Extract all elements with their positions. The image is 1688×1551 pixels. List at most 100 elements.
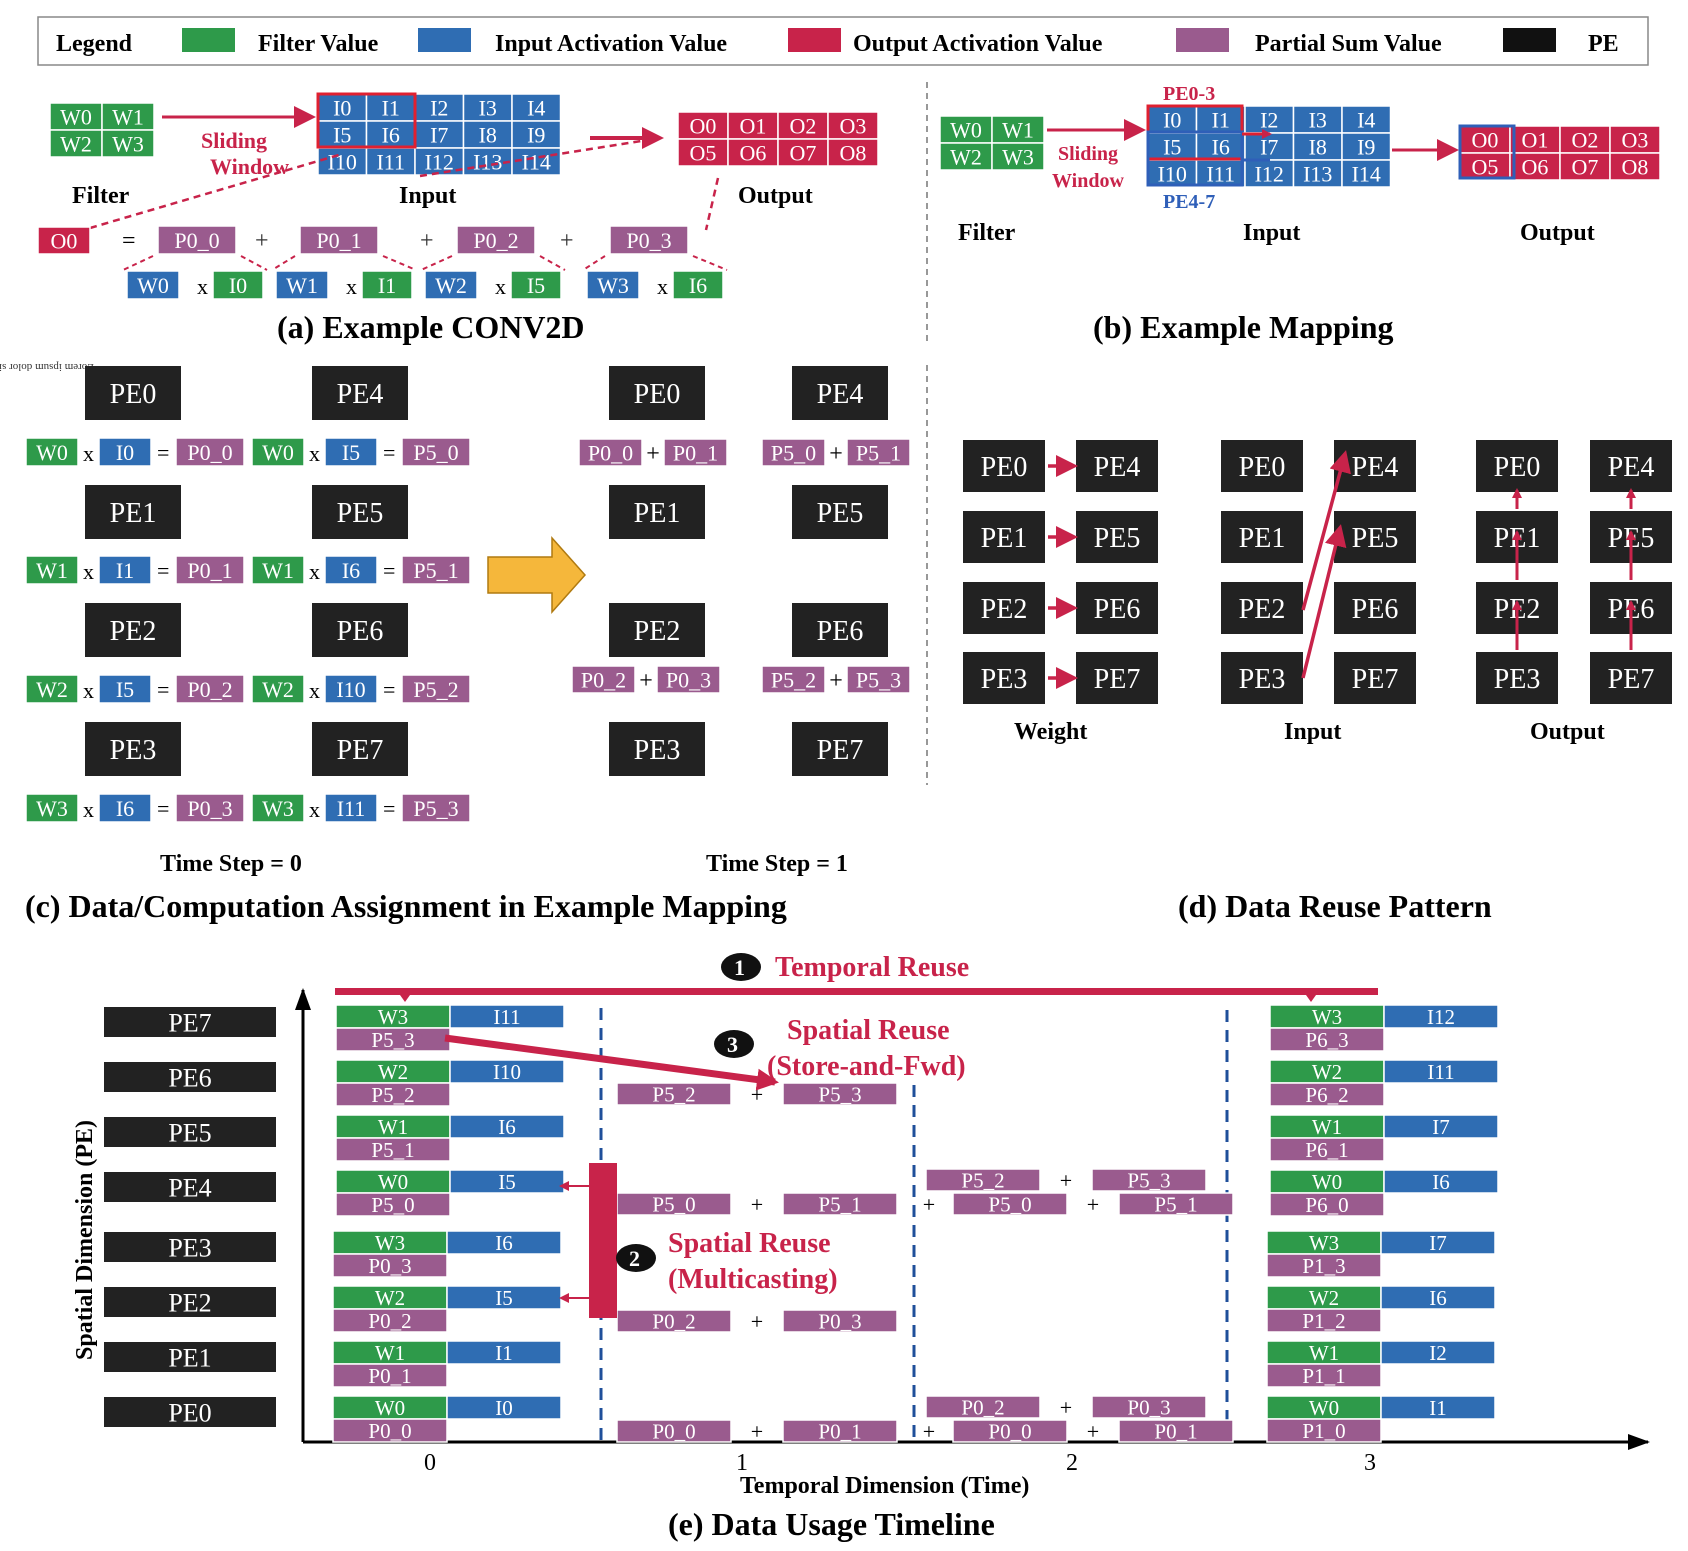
c-t0-pe-text: PE4	[337, 379, 384, 410]
c-t0-eq: =	[383, 677, 395, 702]
c-t1-sum-pe2-plus: +	[639, 668, 653, 694]
a-input-cell: I6	[365, 120, 416, 149]
a-output-grid: O0 O1 O2 O3 O5 O6 O7 O8	[677, 111, 879, 167]
e-t3-row-psum: P1_3	[1266, 1253, 1382, 1278]
panel-a-conv2d: W0 W1 W2 W3 I0 I1 I2 I3 I4 I5 I6 I7 I8 I9 I10 I11 I12 I1…	[37, 92, 879, 345]
e-t3-row-psum-text: P1_3	[1302, 1254, 1345, 1278]
e-t0-row-weight: W2	[335, 1059, 451, 1084]
d-g0-pe-text: PE1	[981, 523, 1028, 554]
e-t1-pe4-plus: +	[751, 1192, 763, 1217]
a-filter-cell: W2	[49, 129, 103, 158]
e-t2-pe0-bot-a-box	[952, 1419, 1068, 1443]
e-t2-pe4-top-b: P5_3	[1091, 1168, 1207, 1193]
e-badge-3	[714, 1030, 754, 1058]
e-t3-row-psum-text: P6_0	[1305, 1193, 1348, 1217]
a-eq-weight-text: W3	[597, 273, 629, 298]
c-t0-pe: PE7	[312, 722, 408, 776]
d-g0-pe-box	[963, 511, 1045, 563]
e-t0-row-psum-box	[332, 1363, 448, 1388]
e-t0-row-psum: P5_2	[335, 1082, 451, 1107]
e-t3-row-weight-text: W3	[1309, 1231, 1339, 1255]
e-spatial-label-2: Spatial Reuse	[668, 1228, 831, 1259]
c-t0-weight-box	[25, 674, 79, 704]
e-t3-row-psum-box	[1269, 1027, 1385, 1052]
c-content: PE0 PE1 PE2 PE3 W0 x I0 = P0_0 W1 x I1 = P0_1 W2 x I5 = P0…	[25, 366, 911, 823]
d-g1-pe-box	[1221, 582, 1303, 634]
e-t0-row-weight: W3	[332, 1230, 448, 1255]
a-eq-psum-box	[157, 225, 237, 255]
e-pe-label: PE0	[104, 1397, 276, 1427]
e-content: W3 I11 P5_3 W2 I10 P5_2 W1 I6 P5_1 W0 I5 P5_0 W3 I6 P0…	[332, 1004, 1499, 1444]
a-input-cell-text: I3	[479, 95, 497, 120]
d-g1-pe: PE6	[1334, 582, 1416, 634]
c-t0-weight-box	[25, 437, 79, 467]
a-input-label: Input	[399, 183, 456, 209]
c-t0-weight: W2	[25, 674, 79, 704]
e-t3-row-weight: W3	[1269, 1004, 1385, 1029]
a-filter-cell-text: W1	[112, 104, 144, 129]
c-t0-psum-box	[401, 793, 471, 823]
c-t0-psum-text: P0_0	[187, 440, 232, 465]
a-dash-left	[89, 152, 343, 230]
a-eq-plus: +	[255, 228, 269, 254]
a-eq-input-text: I0	[229, 273, 247, 298]
c-t1-pe-box	[609, 366, 705, 420]
e-pe-label-box	[104, 1062, 276, 1092]
d-g1-pe-text: PE1	[1239, 523, 1286, 554]
a-output-cell-text: O2	[790, 113, 817, 138]
c-t0-weight: W3	[25, 793, 79, 823]
e-pe-label-box	[104, 1397, 276, 1427]
e-t1-pe4-b-box	[782, 1192, 898, 1216]
a-eq-input: I6	[672, 270, 724, 300]
e-t3-row-psum: P6_2	[1269, 1082, 1385, 1107]
e-t0-row-psum: P0_0	[332, 1418, 448, 1443]
e-t0-row-weight-text: W1	[375, 1341, 405, 1365]
c-t0-pe-text: PE7	[337, 735, 384, 766]
e-t3-row-weight-text: W0	[1312, 1170, 1342, 1194]
e-t3-row-psum-text: P6_3	[1305, 1028, 1348, 1052]
b-filter-cell-box	[991, 115, 1045, 144]
b-filter-cell-box	[991, 142, 1045, 171]
c-t0-input: I5	[98, 674, 152, 704]
c-t1-pe-box	[792, 722, 888, 776]
a-eq-out-box	[37, 226, 91, 255]
c-t0-psum-text: P0_3	[187, 796, 232, 821]
e-t0-row-psum: P0_1	[332, 1363, 448, 1388]
c-t0-weight: W3	[251, 793, 305, 823]
e-t3-row-psum-box	[1266, 1308, 1382, 1333]
e-t0-row-input: I0	[446, 1395, 562, 1420]
e-pe-label: PE5	[104, 1117, 276, 1147]
d-input-label: Input	[1284, 719, 1341, 745]
b-output-cell: O2	[1559, 125, 1611, 154]
e-t1-pe6-a: P5_2	[616, 1082, 732, 1107]
b-output-cell-text: O8	[1622, 154, 1649, 179]
c-t1-pe: PE6	[792, 603, 888, 657]
e-t3-row-input-text: I6	[1429, 1286, 1447, 1310]
a-input-cell-text: I1	[382, 95, 400, 120]
e-t3-row-psum: P6_3	[1269, 1027, 1385, 1052]
e-t3-row-psum-text: P6_2	[1305, 1083, 1348, 1107]
e-t1-pe2-a-box	[616, 1309, 732, 1333]
c-t0-pe-text: PE6	[337, 616, 384, 647]
d-g0-pe: PE5	[1076, 511, 1158, 563]
e-t2-pe4-bot-a: P5_0	[952, 1192, 1068, 1217]
d-g1-pe: PE7	[1334, 652, 1416, 704]
a-eq-input: I1	[361, 270, 413, 300]
c-t0-psum-box	[401, 437, 471, 467]
e-t0-row-input-text: I10	[493, 1060, 521, 1084]
a-input-cell: I8	[462, 120, 513, 149]
legend-swatch-input	[418, 28, 471, 52]
c-t1-sum-pe2-b: P0_3	[656, 665, 721, 694]
e-t2-pe0-top-a: P0_2	[925, 1395, 1041, 1420]
e-t1-pe2-plus: +	[751, 1309, 763, 1334]
c-t0-pe-box	[312, 722, 408, 776]
c-t0-psum: P0_3	[175, 793, 245, 823]
e-t0-row-weight: W0	[335, 1169, 451, 1194]
d-g0-pe-text: PE5	[1094, 523, 1141, 554]
e-t2-pe4-bot-b-text: P5_1	[1154, 1193, 1197, 1217]
b-input-cell-text: I5	[1163, 134, 1181, 159]
b-input-cell-text: I14	[1352, 161, 1381, 186]
a-output-cell-text: O8	[840, 140, 867, 165]
b-output-cell: O1	[1509, 125, 1561, 154]
e-t0-row-input-text: I5	[495, 1286, 513, 1310]
